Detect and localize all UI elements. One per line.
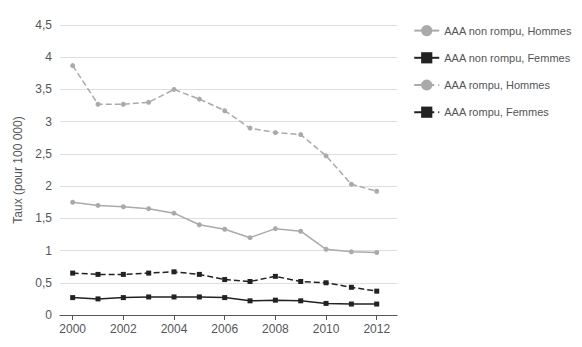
svg-text:2008: 2008 [262,322,289,336]
svg-text:AAA non rompu, Hommes: AAA non rompu, Hommes [444,25,572,37]
svg-text:0: 0 [45,308,52,322]
svg-text:2010: 2010 [313,322,340,336]
svg-text:2006: 2006 [211,322,238,336]
svg-text:Taux (pour 100 000): Taux (pour 100 000) [11,116,25,223]
svg-text:2000: 2000 [59,322,86,336]
svg-text:3,5: 3,5 [35,82,52,96]
svg-text:2012: 2012 [363,322,390,336]
svg-text:2,5: 2,5 [35,147,52,161]
svg-text:2: 2 [45,179,52,193]
svg-text:3: 3 [45,115,52,129]
svg-text:AAA rompu, Hommes: AAA rompu, Hommes [444,79,550,91]
svg-text:0,5: 0,5 [35,276,52,290]
svg-text:2002: 2002 [110,322,137,336]
svg-text:AAA rompu, Femmes: AAA rompu, Femmes [444,106,549,118]
svg-text:4,5: 4,5 [35,18,52,32]
svg-text:AAA non rompu, Femmes: AAA non rompu, Femmes [444,52,570,64]
svg-text:1: 1 [45,244,52,258]
svg-text:1,5: 1,5 [35,211,52,225]
svg-text:2004: 2004 [161,322,188,336]
svg-text:4: 4 [45,50,52,64]
